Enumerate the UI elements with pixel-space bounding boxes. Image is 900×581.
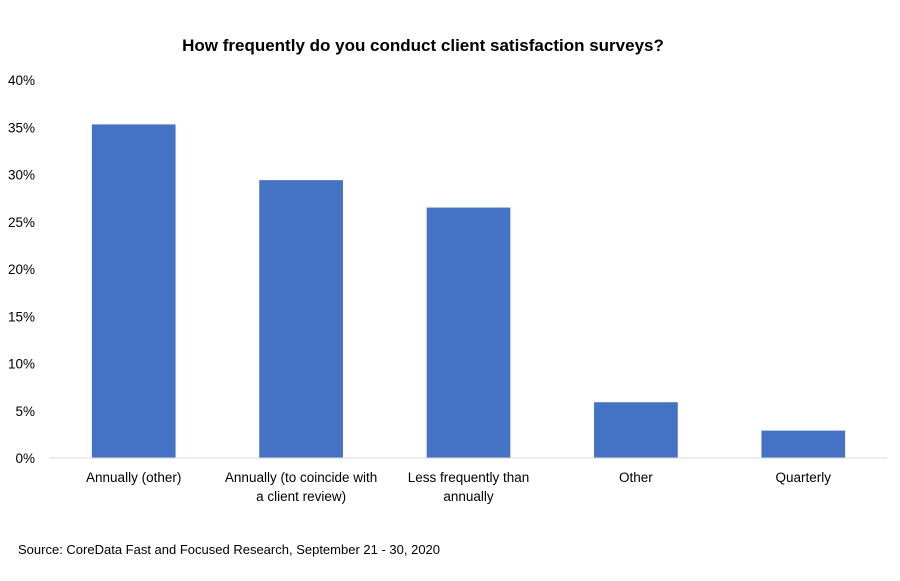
x-tick-label: Less frequently than annually: [408, 470, 530, 504]
y-tick-label: 0%: [15, 451, 35, 466]
y-tick-label: 20%: [8, 262, 35, 277]
chart-title: How frequently do you conduct client sat…: [182, 36, 664, 55]
x-tick-label-line: Less frequently than: [408, 470, 530, 485]
x-tick-label-line: Annually (other): [86, 470, 181, 485]
bar: [594, 402, 678, 458]
x-tick-label: Annually (other): [86, 470, 181, 485]
x-tick-label: Other: [619, 470, 653, 485]
x-tick-label-line: Quarterly: [776, 470, 832, 485]
y-tick-label: 40%: [8, 73, 35, 88]
x-tick-label-line: a client review): [256, 489, 346, 504]
y-tick-label: 35%: [8, 120, 35, 135]
x-tick-label-line: Other: [619, 470, 653, 485]
bar: [426, 207, 511, 458]
y-tick-label: 15%: [8, 309, 35, 324]
bar: [91, 124, 176, 458]
bar: [259, 180, 343, 459]
bar: [761, 430, 846, 458]
y-tick-label: 25%: [8, 215, 35, 230]
x-tick-label-line: annually: [443, 489, 494, 504]
x-tick-label: Quarterly: [776, 470, 832, 485]
y-tick-label: 30%: [8, 168, 35, 183]
x-tick-label-line: Annually (to coincide with: [225, 470, 377, 485]
bars-group: [91, 124, 846, 459]
y-tick-label: 5%: [15, 404, 35, 419]
x-axis-labels: Annually (other) Annually (to coincide wi…: [86, 470, 831, 504]
y-tick-label: 10%: [8, 357, 35, 372]
y-axis-ticks: 0% 5% 10% 15% 20% 25% 30% 35% 40%: [8, 73, 35, 466]
source-note: Source: CoreData Fast and Focused Resear…: [18, 542, 441, 557]
x-tick-label: Annually (to coincide with a client revie…: [225, 470, 377, 504]
